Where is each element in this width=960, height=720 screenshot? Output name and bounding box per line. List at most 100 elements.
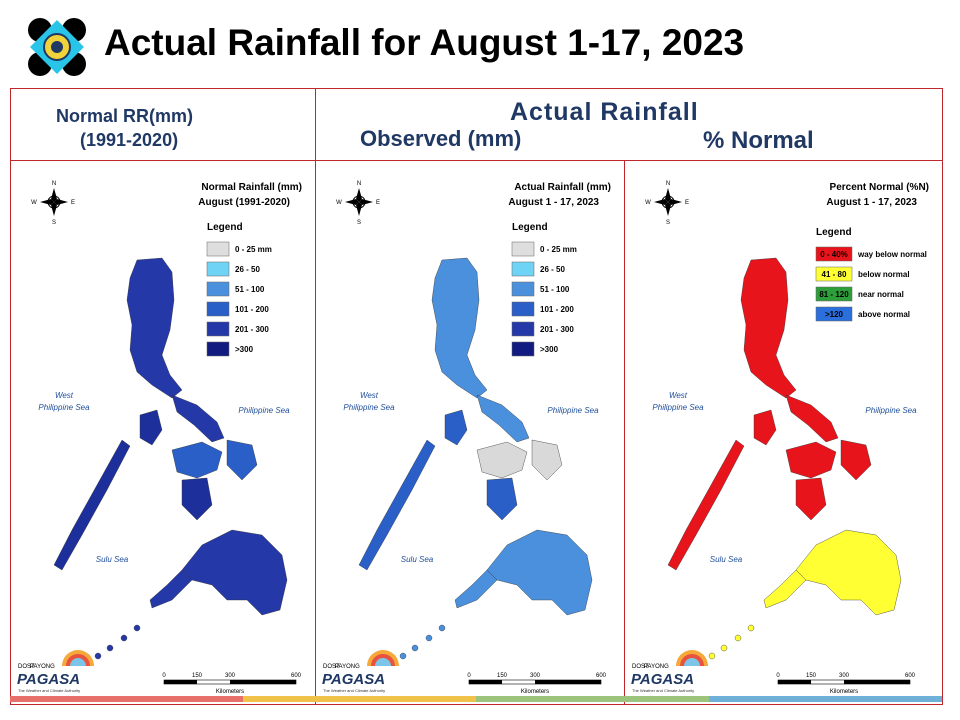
sulu-island (438, 624, 446, 632)
sulu-island (120, 634, 128, 642)
compass-rose-icon: N E S W (31, 181, 75, 226)
legend-label: >300 (540, 345, 559, 354)
bottom-bar-segment (709, 696, 942, 702)
scale-unit-label: Kilometers (830, 689, 858, 695)
philippine-sea-label: Philippine Sea (238, 406, 290, 415)
sulu-island (411, 644, 419, 652)
scale-bar: 0 150 300 600 Kilometers (162, 673, 301, 695)
west-sea-label-line1: West (360, 391, 379, 400)
bicol-region (785, 394, 839, 443)
map-title-line1: Percent Normal (%N) (830, 182, 929, 193)
map-svg: N E S W Actual Rainfall (mm) August 1 - 17, 2… (322, 181, 611, 695)
philippine-sea-label: Philippine Sea (865, 406, 917, 415)
brand-tagline: The Weather and Climate Authority (632, 688, 694, 693)
map-panel-normal: N E S W Normal Rainfall (mm) August (1991-202… (12, 160, 314, 705)
philippines-map (53, 257, 288, 660)
legend-label: 51 - 100 (235, 285, 265, 294)
zamboanga-peninsula (763, 569, 807, 609)
scale-tick-label: 150 (806, 673, 817, 679)
mindanao-island (486, 529, 593, 616)
compass-letter: W (31, 200, 37, 206)
brand-name-text: PAGASA (631, 671, 694, 688)
legend-label: above normal (858, 310, 910, 319)
bicol-region (171, 394, 225, 443)
compass-letter: E (685, 200, 689, 206)
map-title-line1: Actual Rainfall (mm) (514, 182, 611, 193)
sulu-island (399, 652, 407, 660)
brand-top-text: DOST (323, 664, 340, 670)
scale-tick-label: 0 (467, 673, 471, 679)
sulu-island (720, 644, 728, 652)
palawan-island (667, 439, 745, 571)
legend-label: >300 (235, 345, 254, 354)
samar-leyte-islands (840, 439, 872, 481)
brand-sub-text: PAYONG (335, 664, 360, 670)
sulu-sea-label: Sulu Sea (710, 555, 743, 564)
map-svg: N E S W Normal Rainfall (mm) August (1991-202… (17, 181, 302, 695)
legend-label: 51 - 100 (540, 285, 570, 294)
legend-swatch (511, 261, 535, 277)
bottom-bar-segment (10, 696, 243, 702)
scale-tick-label: 300 (839, 673, 850, 679)
negros-island (486, 477, 518, 521)
west-sea-label-line1: West (55, 391, 74, 400)
compass-letter: S (52, 220, 56, 226)
west-sea-label-line2: Philippine Sea (38, 403, 90, 412)
negros-island (795, 477, 827, 521)
palawan-island (53, 439, 131, 571)
legend-swatch (815, 246, 853, 262)
philippines-map (667, 257, 902, 660)
brand-tagline: The Weather and Climate Authority (18, 688, 80, 693)
compass-letter: S (357, 220, 361, 226)
map-svg: N E S W Percent Normal (%N) August 1 - 17, 20… (631, 181, 929, 695)
scale-bar: 0 150 300 600 Kilometers (467, 673, 606, 695)
sulu-sea-label: Sulu Sea (401, 555, 434, 564)
observed-header: Observed (mm) (360, 126, 522, 151)
visayas-islands (785, 441, 837, 479)
map-title-line2: August (1991-2020) (198, 197, 290, 208)
legend-swatch (511, 341, 535, 357)
scale-tick-label: 150 (192, 673, 203, 679)
palawan-island (358, 439, 436, 571)
sulu-island (106, 644, 114, 652)
legend-swatch (206, 341, 230, 357)
west-sea-label-line1: West (669, 391, 688, 400)
legend-swatch (511, 321, 535, 337)
brand-top-text: DOST (18, 664, 35, 670)
luzon-region (431, 257, 488, 399)
map-title-line2: August 1 - 17, 2023 (508, 197, 599, 208)
west-sea-label-line2: Philippine Sea (652, 403, 704, 412)
west-sea-label-line2: Philippine Sea (343, 403, 395, 412)
legend-label: 201 - 300 (235, 325, 269, 334)
samar-leyte-islands (226, 439, 258, 481)
legend-title: Legend (512, 222, 548, 233)
legend-swatch (511, 281, 535, 297)
legend-label: 0 - 25 mm (235, 245, 272, 254)
mindanao-island (795, 529, 902, 616)
luzon-region (740, 257, 797, 399)
legend-swatch (206, 281, 230, 297)
legend-label: way below normal (857, 250, 927, 259)
scale-tick-label: 600 (596, 673, 607, 679)
map-panel-percent: N E S W Percent Normal (%N) August 1 - 17, 20… (626, 160, 941, 705)
scale-tick-label: 300 (225, 673, 236, 679)
sulu-island (133, 624, 141, 632)
compass-rose-icon: N E S W (645, 181, 689, 226)
mindoro-island (444, 409, 468, 446)
legend-label: near normal (858, 290, 904, 299)
scale-bar: 0 150 300 600 Kilometers (776, 673, 915, 695)
legend-swatch (815, 266, 853, 282)
pagasa-seal-logo (26, 16, 88, 78)
bottom-bar-segment (243, 696, 476, 702)
legend-label: 0 - 25 mm (540, 245, 577, 254)
brand-name-text: PAGASA (17, 671, 80, 688)
brand-tagline: The Weather and Climate Authority (323, 688, 385, 693)
legend-label: 101 - 200 (235, 305, 269, 314)
visayas-islands (171, 441, 223, 479)
compass-rose-icon: N E S W (336, 181, 380, 226)
normal-header-line1: Normal RR(mm) (56, 106, 194, 126)
sulu-island (708, 652, 716, 660)
sulu-island (94, 652, 102, 660)
